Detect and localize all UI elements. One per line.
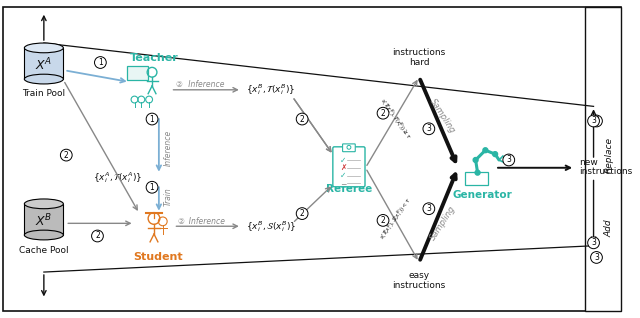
Text: instructions: instructions bbox=[392, 281, 445, 290]
Text: Sampling: Sampling bbox=[428, 97, 457, 135]
Circle shape bbox=[493, 152, 497, 156]
Text: 1: 1 bbox=[150, 114, 154, 123]
Text: ②   Inference: ② Inference bbox=[177, 80, 225, 89]
Text: ─: ─ bbox=[340, 179, 346, 188]
Circle shape bbox=[473, 157, 478, 162]
Text: $X^A$: $X^A$ bbox=[35, 57, 52, 74]
Text: 3: 3 bbox=[591, 116, 596, 126]
Text: Train Pool: Train Pool bbox=[22, 89, 65, 98]
Text: instructions: instructions bbox=[579, 167, 632, 176]
FancyBboxPatch shape bbox=[127, 66, 148, 80]
Text: $\{x_i^B,\mathcal{T}(x_i^B)\}$: $\{x_i^B,\mathcal{T}(x_i^B)\}$ bbox=[246, 82, 295, 97]
Text: 3: 3 bbox=[594, 116, 599, 126]
Text: Inference: Inference bbox=[164, 130, 173, 166]
Text: 3: 3 bbox=[591, 238, 596, 247]
Text: Cache Pool: Cache Pool bbox=[19, 246, 68, 255]
Text: $\{x_i^B,\mathcal{S}(x_i^B)\}$: $\{x_i^B,\mathcal{S}(x_i^B)\}$ bbox=[246, 219, 296, 234]
Text: ✗: ✗ bbox=[340, 163, 346, 172]
Ellipse shape bbox=[24, 230, 63, 240]
Text: hard: hard bbox=[409, 58, 429, 67]
Text: ②  Inference: ② Inference bbox=[179, 217, 225, 226]
Text: 2: 2 bbox=[300, 114, 305, 123]
Text: 3: 3 bbox=[426, 124, 431, 133]
Text: new: new bbox=[579, 158, 598, 167]
Text: Train: Train bbox=[164, 188, 173, 206]
Ellipse shape bbox=[24, 199, 63, 209]
FancyBboxPatch shape bbox=[24, 204, 63, 235]
FancyBboxPatch shape bbox=[3, 7, 621, 311]
FancyBboxPatch shape bbox=[333, 147, 365, 187]
FancyBboxPatch shape bbox=[342, 144, 355, 152]
Text: 1: 1 bbox=[98, 58, 103, 67]
Text: Sampling: Sampling bbox=[428, 204, 457, 242]
Text: 2: 2 bbox=[300, 209, 305, 218]
Text: Add: Add bbox=[605, 219, 614, 237]
Text: 3: 3 bbox=[506, 156, 511, 164]
Text: 3: 3 bbox=[594, 253, 599, 262]
FancyBboxPatch shape bbox=[465, 172, 488, 185]
Text: Student: Student bbox=[133, 252, 182, 262]
Text: Referee: Referee bbox=[326, 184, 372, 194]
Text: 3: 3 bbox=[426, 204, 431, 213]
Text: 2: 2 bbox=[381, 109, 385, 118]
Text: ✓: ✓ bbox=[340, 171, 346, 180]
Text: $\{x_i^A,\mathcal{T}(x_i^A)\}$: $\{x_i^A,\mathcal{T}(x_i^A)\}$ bbox=[93, 170, 141, 185]
Circle shape bbox=[483, 148, 488, 153]
Text: instructions: instructions bbox=[392, 48, 445, 57]
Text: $X^B$: $X^B$ bbox=[35, 213, 52, 230]
Text: $s(\mathcal{T}(x_i^B),\mathcal{T}(x_i^B))\geq\tau$: $s(\mathcal{T}(x_i^B),\mathcal{T}(x_i^B)… bbox=[378, 96, 414, 142]
Circle shape bbox=[475, 170, 480, 175]
Text: 2: 2 bbox=[381, 216, 385, 225]
Ellipse shape bbox=[24, 43, 63, 53]
FancyBboxPatch shape bbox=[585, 7, 621, 311]
Text: Teacher: Teacher bbox=[130, 53, 179, 63]
Ellipse shape bbox=[24, 74, 63, 84]
Text: Generator: Generator bbox=[452, 190, 513, 200]
Text: easy: easy bbox=[408, 272, 429, 280]
Text: 1: 1 bbox=[150, 183, 154, 192]
Text: Replace: Replace bbox=[605, 137, 614, 173]
Text: ✓: ✓ bbox=[340, 156, 346, 164]
FancyBboxPatch shape bbox=[24, 48, 63, 79]
Text: 2: 2 bbox=[95, 232, 100, 240]
Text: $s(\mathcal{T}(x_i^B),\mathcal{S}(x_i^B))<\tau$: $s(\mathcal{T}(x_i^B),\mathcal{S}(x_i^B)… bbox=[377, 195, 414, 242]
Text: 2: 2 bbox=[64, 151, 68, 160]
